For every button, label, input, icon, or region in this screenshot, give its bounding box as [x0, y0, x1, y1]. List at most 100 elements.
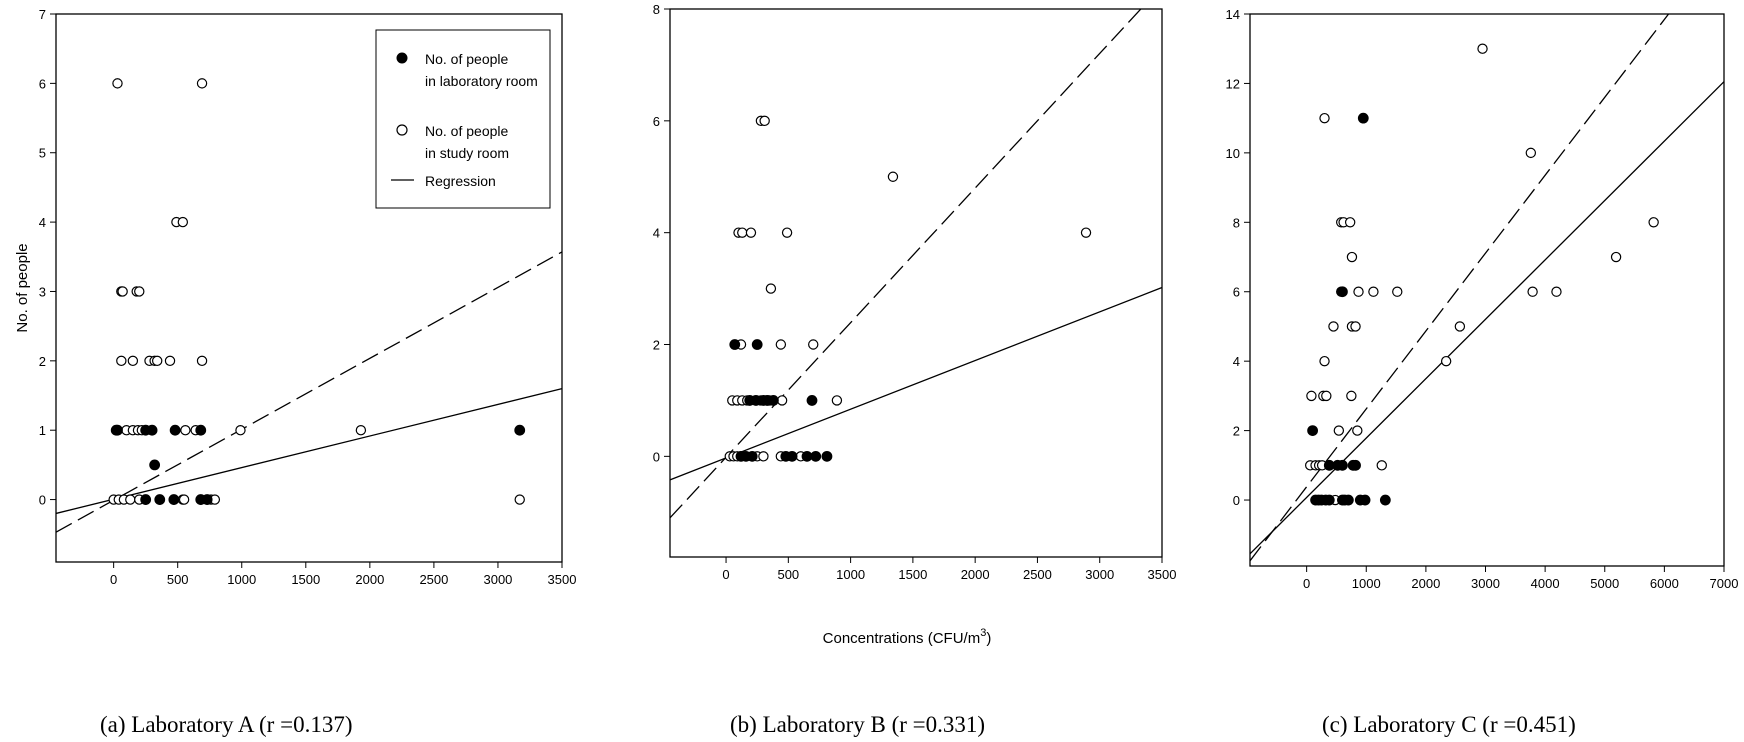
point-study-b-5: [745, 227, 757, 238]
point-study-b-4: [737, 227, 748, 238]
point-lab-a-10: [168, 494, 180, 505]
y-tick-label-b-1: 2: [653, 338, 660, 353]
point-lab-c-2: [1307, 425, 1319, 437]
legend-label-study-1: No. of people: [425, 123, 508, 139]
y-axis-title-a: No. of people: [14, 243, 31, 332]
y-tick-label-a-7: 7: [39, 7, 46, 22]
point-study-c-8: [1610, 251, 1622, 263]
point-study-c-11: [1368, 286, 1379, 297]
x-tick-label-c-5: 5000: [1590, 576, 1619, 591]
y-tick-label-c-4: 8: [1233, 215, 1240, 230]
point-study-c-19: [1319, 355, 1330, 367]
point-lab-b-14: [810, 450, 822, 462]
point-study-c-20: [1440, 355, 1452, 367]
points-c: [1305, 43, 1659, 506]
point-study-a-19: [180, 425, 191, 436]
point-study-b-7: [1080, 227, 1092, 238]
point-study-c-23: [1321, 390, 1332, 402]
point-study-c-6: [1648, 217, 1659, 228]
point-study-c-2: [1525, 147, 1537, 159]
regression-line-dashed-b: [669, 8, 1142, 519]
caption-a: (a) Laboratory A (r =0.137): [100, 712, 352, 737]
point-study-a-29: [178, 494, 190, 505]
point-lab-b-6: [767, 395, 779, 406]
point-study-a-0: [112, 78, 123, 89]
point-lab-a-12: [201, 494, 213, 505]
point-study-c-17: [1454, 321, 1466, 332]
point-study-a-26: [125, 494, 136, 505]
point-study-c-1: [1319, 112, 1330, 124]
point-lab-c-1: [1337, 286, 1348, 298]
regression-lines-c: [1249, 13, 1725, 562]
point-study-c-10: [1353, 286, 1364, 297]
point-study-b-10: [775, 339, 787, 350]
points-a: [108, 78, 526, 505]
point-study-a-12: [151, 355, 163, 367]
point-lab-b-0: [729, 339, 741, 350]
regression-lines-b: [669, 8, 1163, 519]
x-axis-title-sup: 3: [980, 627, 986, 639]
point-lab-c-12: [1323, 494, 1335, 506]
y-tick-label-a-1: 1: [39, 423, 46, 438]
point-study-b-20: [831, 395, 843, 406]
y-tick-label-c-1: 2: [1233, 424, 1240, 439]
point-study-b-6: [781, 227, 793, 238]
x-tick-label-b-3: 1500: [898, 567, 927, 582]
x-axis-title-end: ): [986, 630, 991, 647]
regression-lines-a: [55, 251, 563, 533]
caption-c: (c) Laboratory C (r =0.451): [1322, 712, 1576, 737]
point-lab-a-1: [112, 424, 123, 436]
point-study-c-7: [1346, 251, 1358, 263]
point-lab-c-18: [1379, 494, 1391, 506]
point-study-c-14: [1551, 286, 1562, 297]
x-tick-label-c-0: 0: [1303, 576, 1310, 591]
point-study-c-12: [1392, 286, 1403, 297]
point-study-b-11: [808, 339, 819, 350]
point-lab-c-5: [1337, 459, 1348, 471]
point-lab-a-5: [195, 424, 207, 436]
x-axis-title-b: Concentrations (CFU/m3): [823, 627, 992, 647]
x-tick-label-c-3: 3000: [1471, 576, 1500, 591]
x-tick-label-a-6: 3000: [483, 572, 512, 587]
y-tick-label-b-4: 8: [653, 2, 660, 17]
point-lab-a-4: [169, 424, 181, 436]
y-tick-label-c-6: 12: [1226, 76, 1240, 91]
point-lab-c-0: [1357, 112, 1369, 124]
point-study-b-2: [887, 171, 899, 182]
point-study-c-5: [1344, 217, 1356, 228]
regression-line-solid-c: [1249, 81, 1725, 555]
y-tick-label-a-2: 2: [39, 354, 46, 369]
point-study-a-14: [196, 355, 208, 367]
y-tick-label-c-2: 4: [1233, 354, 1240, 369]
x-tick-label-a-7: 3500: [548, 572, 577, 587]
legend-label-lab-1: No. of people: [425, 51, 508, 67]
point-study-a-1: [196, 78, 208, 89]
point-lab-a-9: [154, 494, 166, 505]
x-axis-title-main: Concentrations (CFU/m: [823, 630, 981, 647]
ticks-c: 0 1000 2000 3000 4000 5000 6000 7000 0 2 4 6 8 10 12 14: [1226, 7, 1739, 591]
point-study-a-3: [177, 216, 189, 228]
y-tick-label-c-0: 0: [1233, 493, 1240, 508]
x-tick-label-b-2: 1000: [836, 567, 865, 582]
y-tick-label-b-3: 6: [653, 114, 660, 129]
legend-marker-filled: [396, 52, 408, 64]
point-study-b-1: [759, 115, 770, 127]
panel-b: 0 500 1000 1500 2000 2500 3000 3500 0 2 4 6 8 Concen…: [653, 2, 1177, 737]
point-study-c-16: [1350, 321, 1361, 332]
point-study-a-5: [117, 286, 128, 297]
point-lab-a-3: [146, 424, 158, 436]
point-study-a-7: [134, 286, 145, 297]
x-tick-label-c-2: 2000: [1411, 576, 1440, 591]
points-b: [724, 115, 1092, 462]
x-tick-label-c-1: 1000: [1352, 576, 1381, 591]
regression-line-dashed-c: [1249, 13, 1670, 562]
legend-label-lab-2: in laboratory room: [425, 73, 538, 89]
point-lab-c-7: [1350, 459, 1361, 471]
point-lab-a-7: [149, 459, 161, 471]
x-tick-label-a-2: 1000: [227, 572, 256, 587]
point-lab-b-10: [746, 450, 758, 462]
point-study-c-21: [1306, 390, 1317, 402]
x-tick-label-b-4: 2000: [961, 567, 990, 582]
point-lab-a-8: [140, 494, 152, 505]
